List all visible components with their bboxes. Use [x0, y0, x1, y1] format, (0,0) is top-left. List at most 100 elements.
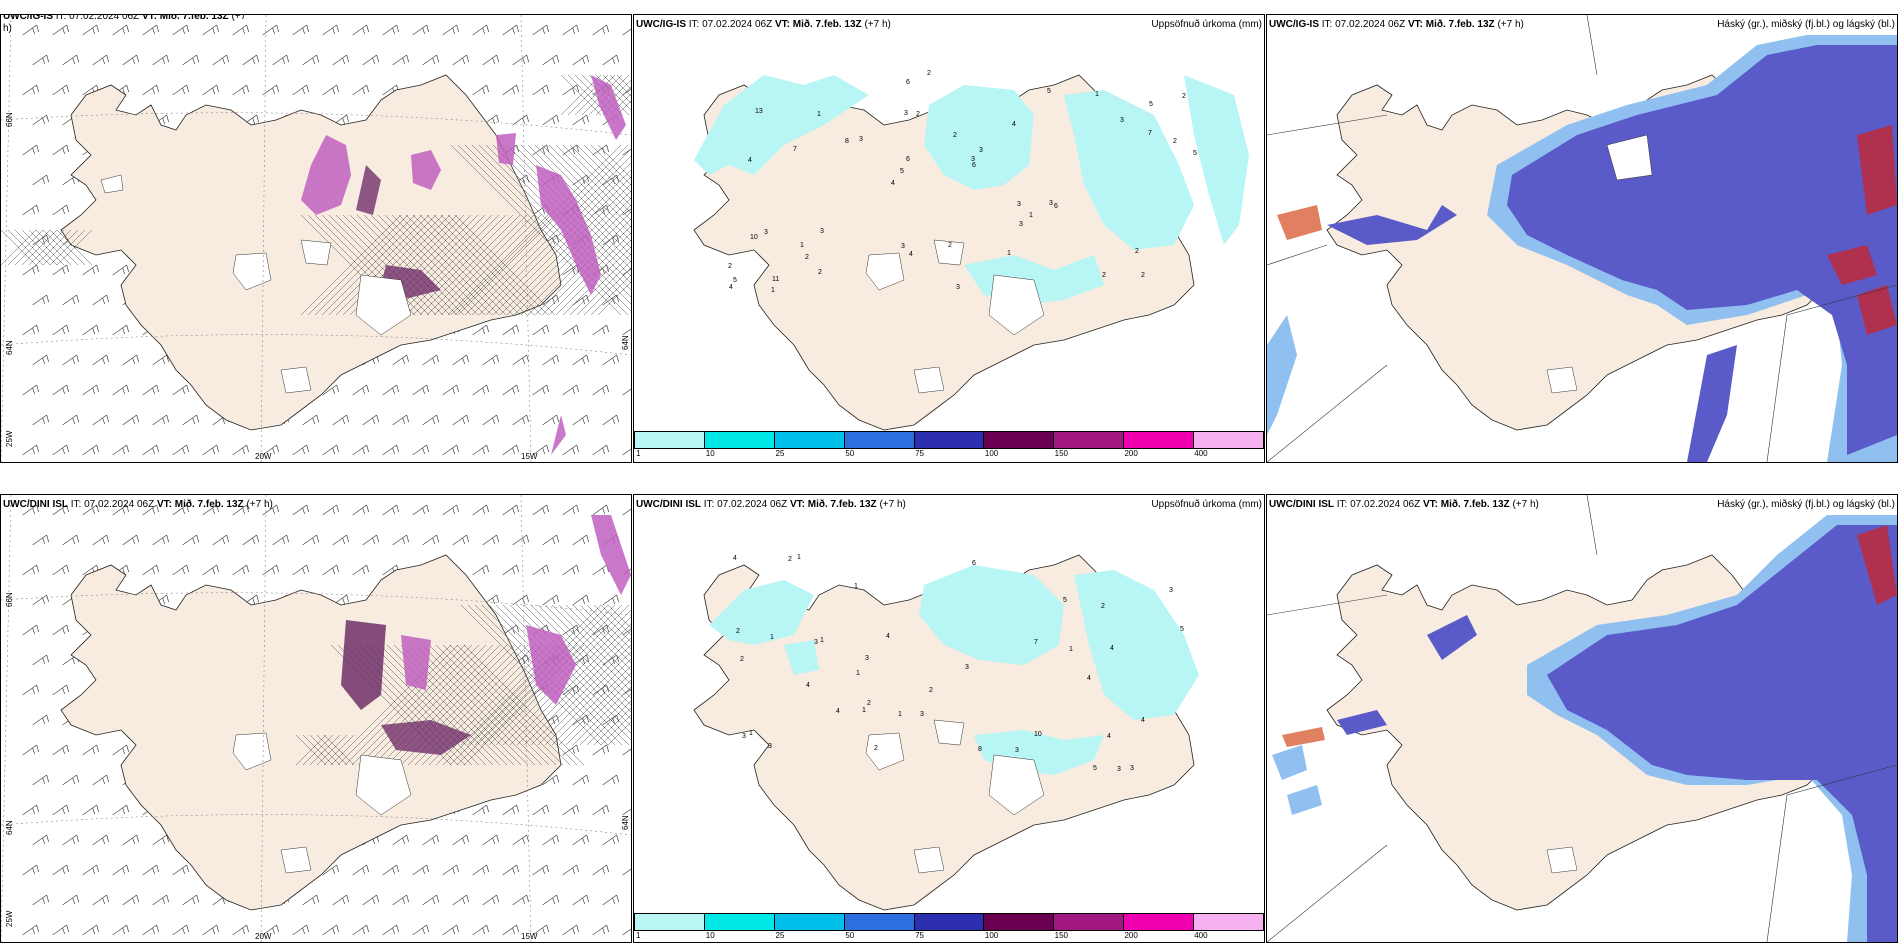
- precip-cyan: [1184, 75, 1249, 245]
- wind-barb: [232, 84, 250, 96]
- wind-barb: [202, 444, 220, 456]
- wind-barb: [52, 204, 70, 216]
- wind-barb: [442, 864, 460, 876]
- wind-barb: [592, 624, 610, 636]
- precip-value-label: 3: [979, 147, 983, 154]
- hatch-line: [593, 707, 631, 746]
- precip-value-label: 4: [886, 633, 890, 640]
- precip-value-label: 3: [768, 743, 772, 750]
- wind-barb: [122, 414, 140, 426]
- hatch-line: [544, 658, 631, 746]
- wind-barb: [352, 24, 370, 36]
- hatch-line: [460, 604, 602, 746]
- hatch-line: [328, 214, 430, 316]
- precip-value-label: 3: [820, 228, 824, 235]
- precip-value-label: 1: [797, 554, 801, 561]
- wind-barb: [472, 324, 490, 336]
- hatch-line: [523, 637, 631, 746]
- wind-barb: [92, 354, 110, 366]
- wind-barb: [182, 54, 200, 66]
- wind-barb: [172, 444, 190, 456]
- wind-barb: [232, 444, 250, 456]
- map-precip-top: 2 4 5 4 4 11 3 2 3 3 2 2 2 3 6 13 6 5 3 7 5 3 6 1 5 3 2 2 3 3 8 7 3 2 2 3 5 4…: [633, 14, 1265, 463]
- wind-barb: [332, 534, 350, 546]
- wind-barb: [392, 834, 410, 846]
- precip-value-label: 1: [749, 730, 753, 737]
- wind-barb: [502, 324, 520, 336]
- colorbar-tick-label: 10: [705, 449, 715, 458]
- precip-value-labels: 2454411323322236136537536153223387322354…: [728, 70, 1197, 294]
- cloud-red: [1857, 525, 1897, 605]
- wind-barb: [382, 864, 400, 876]
- lat-label: 64N: [621, 335, 630, 350]
- precip-value-label: 1: [817, 111, 821, 118]
- precip-value-label: 3: [1120, 117, 1124, 124]
- wind-barb: [292, 924, 310, 936]
- precip-value-label: 2: [818, 269, 822, 276]
- colorbar-segment: [844, 432, 915, 448]
- wind-barb: [172, 504, 190, 516]
- precip-value-label: 6: [906, 156, 910, 163]
- wind-barb: [62, 834, 80, 846]
- wind-barb: [112, 804, 130, 816]
- precip-value-label: 2: [1173, 138, 1177, 145]
- cloud-light: [1272, 745, 1307, 780]
- precip-value-label: 5: [1093, 765, 1097, 772]
- precip-value-label: 1: [771, 287, 775, 294]
- wind-barb: [422, 834, 440, 846]
- precip-purple: [356, 165, 381, 215]
- colorbar-tick-label: 400: [1194, 931, 1208, 940]
- wind-barb: [622, 268, 631, 276]
- wind-barb: [412, 444, 430, 456]
- precip-value-label: 2: [1182, 93, 1186, 100]
- map-wind-top: UWC/IG-IS IT: 07.02.2024 06Z VT: Mið. 7.…: [0, 14, 632, 463]
- wind-barb: [52, 864, 70, 876]
- wind-barb: [362, 534, 380, 546]
- wind-barb: [212, 54, 230, 66]
- wind-barb: [382, 504, 400, 516]
- precip-purple: [401, 635, 431, 690]
- hatch-line: [530, 644, 631, 746]
- wind-barb: [442, 24, 460, 36]
- hatch-line: [576, 144, 631, 200]
- wind-barb: [182, 534, 200, 546]
- precip-value-label: 3: [1169, 587, 1173, 594]
- hatch-line: [600, 714, 631, 746]
- precip-value-label: 4: [1141, 717, 1145, 724]
- wind-barb: [32, 834, 50, 846]
- lon-label: 15W: [521, 452, 538, 461]
- wind-barb: [502, 504, 520, 516]
- wind-barb: [332, 414, 350, 426]
- wind-barb: [142, 384, 160, 396]
- wind-barb: [82, 24, 100, 36]
- precip-value-label: 2: [874, 745, 878, 752]
- map-wind-top-svg: [1, 15, 631, 462]
- hatch-line: [330, 644, 452, 766]
- wind-barb: [442, 384, 460, 396]
- wind-barb: [62, 54, 80, 66]
- precip-value-label: 3: [764, 229, 768, 236]
- wind-barb: [532, 924, 550, 936]
- wind-barb: [382, 24, 400, 36]
- precip-purple: [496, 133, 516, 165]
- wind-barb: [302, 534, 320, 546]
- wind-barb: [392, 54, 410, 66]
- hatch-line: [337, 644, 459, 766]
- wind-barb: [22, 384, 40, 396]
- wind-barb: [82, 264, 100, 276]
- precip-value-label: 4: [1087, 675, 1091, 682]
- hatch-line: [323, 734, 355, 766]
- hatch-line: [426, 214, 528, 316]
- map-precip-bottom: 2 3 2 4 3 1 3 1 1 1 4 6 4 5 3 10 3 5 3 4 3 1 3 4 4 7 8 1 2 3 2 1 3 4 5 2 1 1 4…: [633, 494, 1265, 943]
- lon-label: 20W: [255, 932, 272, 941]
- wind-barb: [562, 804, 580, 816]
- wind-barb: [602, 414, 620, 426]
- wind-barb: [112, 384, 130, 396]
- wind-barb: [142, 84, 160, 96]
- precip-value-label: 1: [1095, 91, 1099, 98]
- map-cloud-bottom: UWC/DINI ISL IT: 07.02.2024 06Z VT: Mið.…: [1266, 494, 1898, 943]
- map-cloud-bottom-svg: [1267, 495, 1897, 942]
- wind-barb: [362, 414, 380, 426]
- wind-barb: [22, 504, 40, 516]
- wind-barb: [112, 444, 130, 456]
